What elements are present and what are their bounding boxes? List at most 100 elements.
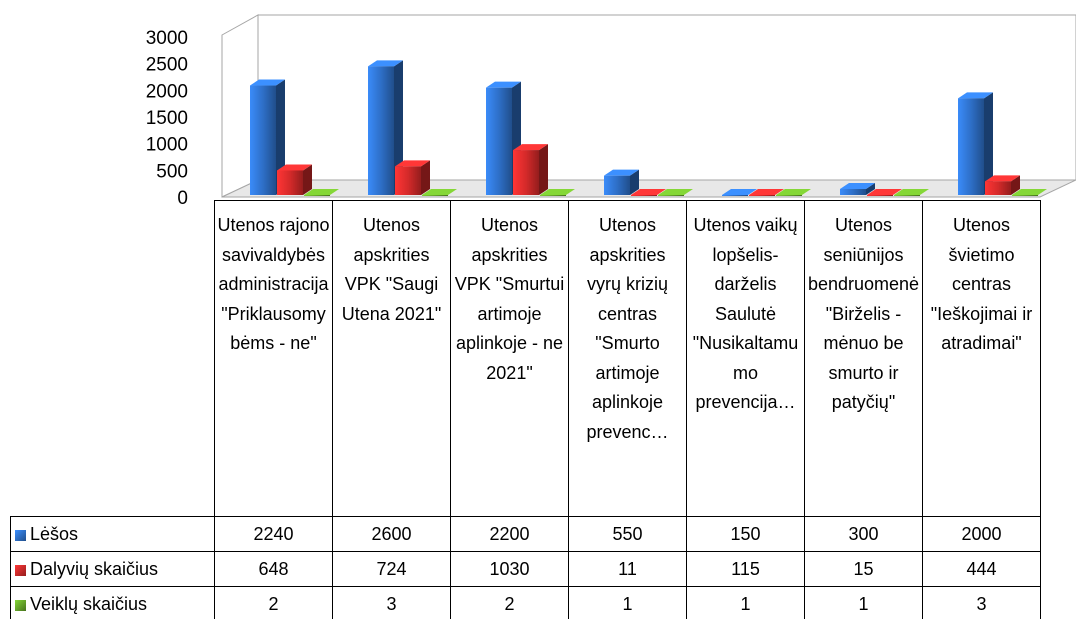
series-row: Veiklų skaičius 2 3 2 1 1 1 3 (10, 586, 1041, 619)
legend-label: Veiklų skaičius (30, 593, 148, 614)
bar (513, 144, 548, 195)
bar-top (395, 160, 430, 167)
value-cell: 3 (332, 586, 451, 619)
value-cell: 300 (804, 516, 923, 552)
bar-front (486, 87, 512, 195)
bar-front (840, 189, 866, 195)
bar-front (958, 98, 984, 195)
y-tick-label: 0 (177, 188, 188, 209)
bar-side (866, 183, 875, 195)
bar (277, 164, 312, 195)
bar (985, 175, 1020, 195)
bar-top (867, 189, 902, 195)
value-cell: 2 (450, 586, 569, 619)
bar-front (368, 66, 394, 195)
y-tick-label: 2000 (146, 81, 188, 102)
bar-front (722, 195, 748, 196)
value-cell: 2600 (332, 516, 451, 552)
bar-top (776, 189, 811, 195)
bar-top (985, 175, 1020, 182)
value-cell: 550 (568, 516, 687, 552)
value-cell: 1 (804, 586, 923, 619)
bar-top (540, 189, 575, 195)
bar-top (304, 189, 339, 195)
bar-top (840, 183, 875, 189)
value-cell: 2 (214, 586, 333, 619)
bar-front (250, 85, 276, 195)
value-cell: 3 (922, 586, 1041, 619)
y-tick-label: 3000 (146, 28, 188, 49)
value-cell: 1 (686, 586, 805, 619)
bar-top (277, 164, 312, 171)
value-cell: 2240 (214, 516, 333, 552)
bar (776, 189, 811, 196)
bar-front (304, 195, 330, 196)
blank-cell (11, 201, 215, 517)
bar (250, 79, 285, 195)
legend-label: Lėšos (30, 523, 79, 544)
bar (395, 160, 430, 195)
series-row: Dalyvių skaičius 648 724 1030 11 115 15 444 (10, 551, 1041, 587)
y-tick-label: 2500 (146, 55, 188, 76)
y-tick-label: 500 (156, 161, 188, 182)
bar (749, 189, 784, 196)
bar-front (985, 181, 1011, 195)
bar-top (894, 189, 929, 195)
bar-front (749, 195, 775, 196)
legend-key (15, 529, 26, 541)
bar-front (776, 195, 802, 196)
bar-top (250, 79, 285, 86)
bar-front (631, 195, 657, 196)
bar (368, 60, 403, 196)
category-label: Utenos seniūnijos bendruomenė "Birželis … (804, 200, 923, 517)
value-cell: 444 (922, 551, 1041, 587)
bar (867, 189, 902, 196)
bar-front (894, 195, 920, 196)
bar-side (276, 79, 285, 195)
bar (658, 189, 693, 196)
value-cell: 1030 (450, 551, 569, 587)
value-cell: 724 (332, 551, 451, 587)
category-label: Utenos švietimo centras "Ieškojimai ir a… (922, 200, 1041, 517)
bar-top (486, 81, 521, 88)
bar-front (277, 170, 303, 195)
category-label: Utenos vaikų lopšelis-darželis Saulutė "… (686, 200, 805, 517)
header-row: Utenos rajono savivaldybės administracij… (11, 200, 1041, 517)
bar (958, 92, 993, 195)
bar-side (1011, 175, 1020, 195)
bar-top (749, 189, 784, 195)
bar-top (368, 60, 403, 67)
bar-front (867, 195, 893, 196)
legend-key (15, 599, 26, 611)
category-label: Utenos rajono savivaldybės administracij… (214, 200, 333, 517)
bar-top (658, 189, 693, 195)
category-label: Utenos apskrities vyrų krizių centras "S… (568, 200, 687, 517)
y-tick-label: 1000 (146, 135, 188, 156)
bar (540, 189, 575, 196)
legend-label: Dalyvių skaičius (30, 558, 159, 579)
bar-side (394, 60, 403, 196)
bar-top (513, 144, 548, 151)
legend-entry: Dalyvių skaičius (10, 551, 215, 587)
bar-front (422, 195, 448, 196)
category-label: Utenos apskrities VPK "Smurtui artimoje … (450, 200, 569, 517)
bar (722, 189, 757, 196)
bar-top (958, 92, 993, 99)
value-cell: 1 (568, 586, 687, 619)
legend-key (15, 564, 26, 576)
legend-entry: Veiklų skaičius (10, 586, 215, 619)
bar-top (1012, 189, 1047, 195)
bar-top (722, 189, 757, 195)
value-cell: 2200 (450, 516, 569, 552)
bar (894, 189, 929, 196)
bar (604, 169, 639, 195)
value-cell: 150 (686, 516, 805, 552)
bar (304, 189, 339, 196)
bar-side (984, 92, 993, 195)
bar-side (539, 144, 548, 195)
bar-front (1012, 195, 1038, 196)
value-cell: 648 (214, 551, 333, 587)
bar-front (658, 195, 684, 196)
